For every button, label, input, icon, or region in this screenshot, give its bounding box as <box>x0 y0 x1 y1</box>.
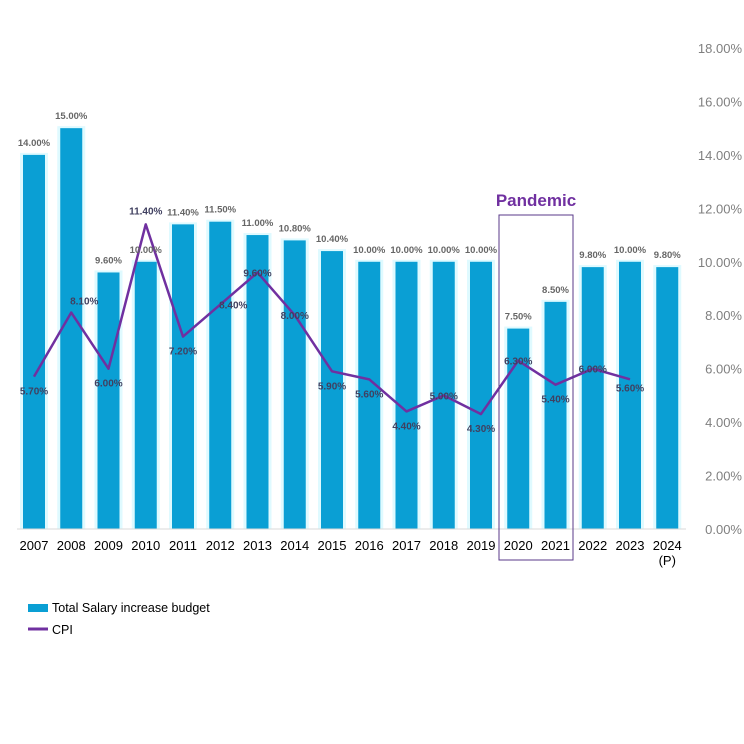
bar-value-label: 10.00% <box>130 245 163 256</box>
bar-2010 <box>134 261 157 529</box>
x-tick-label: 2019 <box>467 538 496 553</box>
bar-2008 <box>60 128 83 529</box>
cpi-value-label: 6.00% <box>94 379 122 390</box>
bar-value-label: 10.00% <box>428 245 461 256</box>
x-axis: 2007 2008 2009 2010 2011 2012 2013 2014 2015 2016… <box>20 538 682 568</box>
bar-2020 <box>507 328 530 529</box>
cpi-value-label: 4.30% <box>467 424 495 435</box>
bar-2017 <box>395 261 418 529</box>
bar-2024 <box>656 267 679 529</box>
y-tick-label: 8.00% <box>705 308 742 323</box>
x-tick-label: 2014 <box>280 538 309 553</box>
bar-value-label: 10.00% <box>390 245 423 256</box>
y-tick-label: 0.00% <box>705 522 742 537</box>
x-tick-label: 2016 <box>355 538 384 553</box>
cpi-value-label: 8.00% <box>281 311 309 322</box>
cpi-value-label: 6.00% <box>579 365 607 376</box>
bar-value-label: 11.40% <box>167 207 199 218</box>
x-tick-label: 2024 <box>653 538 682 553</box>
bar-value-label: 11.50% <box>204 205 236 216</box>
bar-value-label: 10.80% <box>279 223 312 234</box>
bar-2009 <box>97 272 120 529</box>
bar-2016 <box>358 261 381 529</box>
bar-value-label: 10.40% <box>316 234 349 245</box>
pandemic-annotation: Pandemic <box>496 191 576 210</box>
bar-2019 <box>470 261 492 529</box>
bar-value-label: 10.00% <box>614 245 647 256</box>
bar-value-label: 8.50% <box>542 285 569 296</box>
pandemic-box <box>498 214 574 561</box>
y-tick-label: 12.00% <box>698 201 743 216</box>
bar-value-label: 14.00% <box>18 138 51 149</box>
legend-bar-swatch <box>28 604 48 612</box>
x-tick-label: 2015 <box>318 538 347 553</box>
bar-value-label: 11.00% <box>242 218 274 229</box>
x-tick-label: 2012 <box>206 538 235 553</box>
bar-value-label: 15.00% <box>55 111 88 122</box>
y-tick-label: 18.00% <box>698 41 743 56</box>
bar-value-label: 10.00% <box>353 245 386 256</box>
legend-bar-label: Total Salary increase budget <box>52 601 210 615</box>
bar-2011 <box>172 224 194 529</box>
bar-value-label: 9.80% <box>654 250 681 261</box>
y-tick-label: 6.00% <box>705 362 742 377</box>
cpi-value-label: 7.20% <box>169 347 197 358</box>
cpi-value-label: 4.40% <box>392 421 420 432</box>
x-tick-label: 2007 <box>20 538 49 553</box>
bar-value-label: 9.80% <box>579 250 606 261</box>
x-tick-label: 2018 <box>429 538 458 553</box>
y-axis: 0.00% 2.00% 4.00% 6.00% 8.00% 10.00% 12.00% 14.… <box>698 41 743 537</box>
bar-2015 <box>321 251 343 530</box>
x-tick-label: 2008 <box>57 538 86 553</box>
x-tick-label: 2021 <box>541 538 570 553</box>
cpi-value-label: 9.60% <box>243 268 271 279</box>
cpi-value-label: 5.60% <box>616 383 644 394</box>
cpi-value-label: 5.00% <box>430 391 458 402</box>
bar-2022 <box>581 267 604 529</box>
x-tick-label: 2013 <box>243 538 272 553</box>
y-tick-label: 2.00% <box>705 469 742 484</box>
x-tick-label: 2017 <box>392 538 421 553</box>
cpi-value-label: 5.60% <box>355 389 383 400</box>
cpi-value-label: 8.10% <box>70 297 98 308</box>
cpi-value-label: 8.40% <box>219 301 247 312</box>
bar-value-label: 10.00% <box>465 245 498 256</box>
y-tick-label: 16.00% <box>698 94 743 109</box>
bar-2007 <box>23 154 45 529</box>
bar-value-label: 9.60% <box>95 255 122 266</box>
x-tick-label: 2011 <box>169 538 197 553</box>
cpi-value-label: 11.40% <box>129 206 162 217</box>
y-tick-label: 4.00% <box>705 415 742 430</box>
bar-2023 <box>619 261 641 529</box>
legend-line-label: CPI <box>52 623 73 637</box>
cpi-value-label: 5.70% <box>20 387 48 398</box>
bar-2012 <box>209 221 232 529</box>
x-tick-label: (P) <box>659 553 676 568</box>
bar-2014 <box>283 240 306 529</box>
x-tick-label: 2023 <box>616 538 645 553</box>
legend: Total Salary increase budget CPI <box>28 601 210 637</box>
x-tick-label: 2009 <box>94 538 123 553</box>
bar-2013 <box>246 235 269 530</box>
cpi-value-label: 6.30% <box>504 357 532 368</box>
cpi-value-label: 5.90% <box>318 381 346 392</box>
data-labels-layer: 14.00% 15.00% 9.60% 10.00% 11.40% 11.50% 11.00… <box>18 111 681 435</box>
bar-2021 <box>544 301 567 529</box>
y-tick-label: 10.00% <box>698 255 743 270</box>
cpi-value-label: 5.40% <box>541 395 569 406</box>
x-tick-label: 2022 <box>578 538 607 553</box>
cpi-line-layer <box>32 223 631 416</box>
x-tick-label: 2010 <box>131 538 160 553</box>
bar-value-label: 7.50% <box>505 312 532 323</box>
y-tick-label: 14.00% <box>698 148 743 163</box>
x-tick-label: 2020 <box>504 538 533 553</box>
